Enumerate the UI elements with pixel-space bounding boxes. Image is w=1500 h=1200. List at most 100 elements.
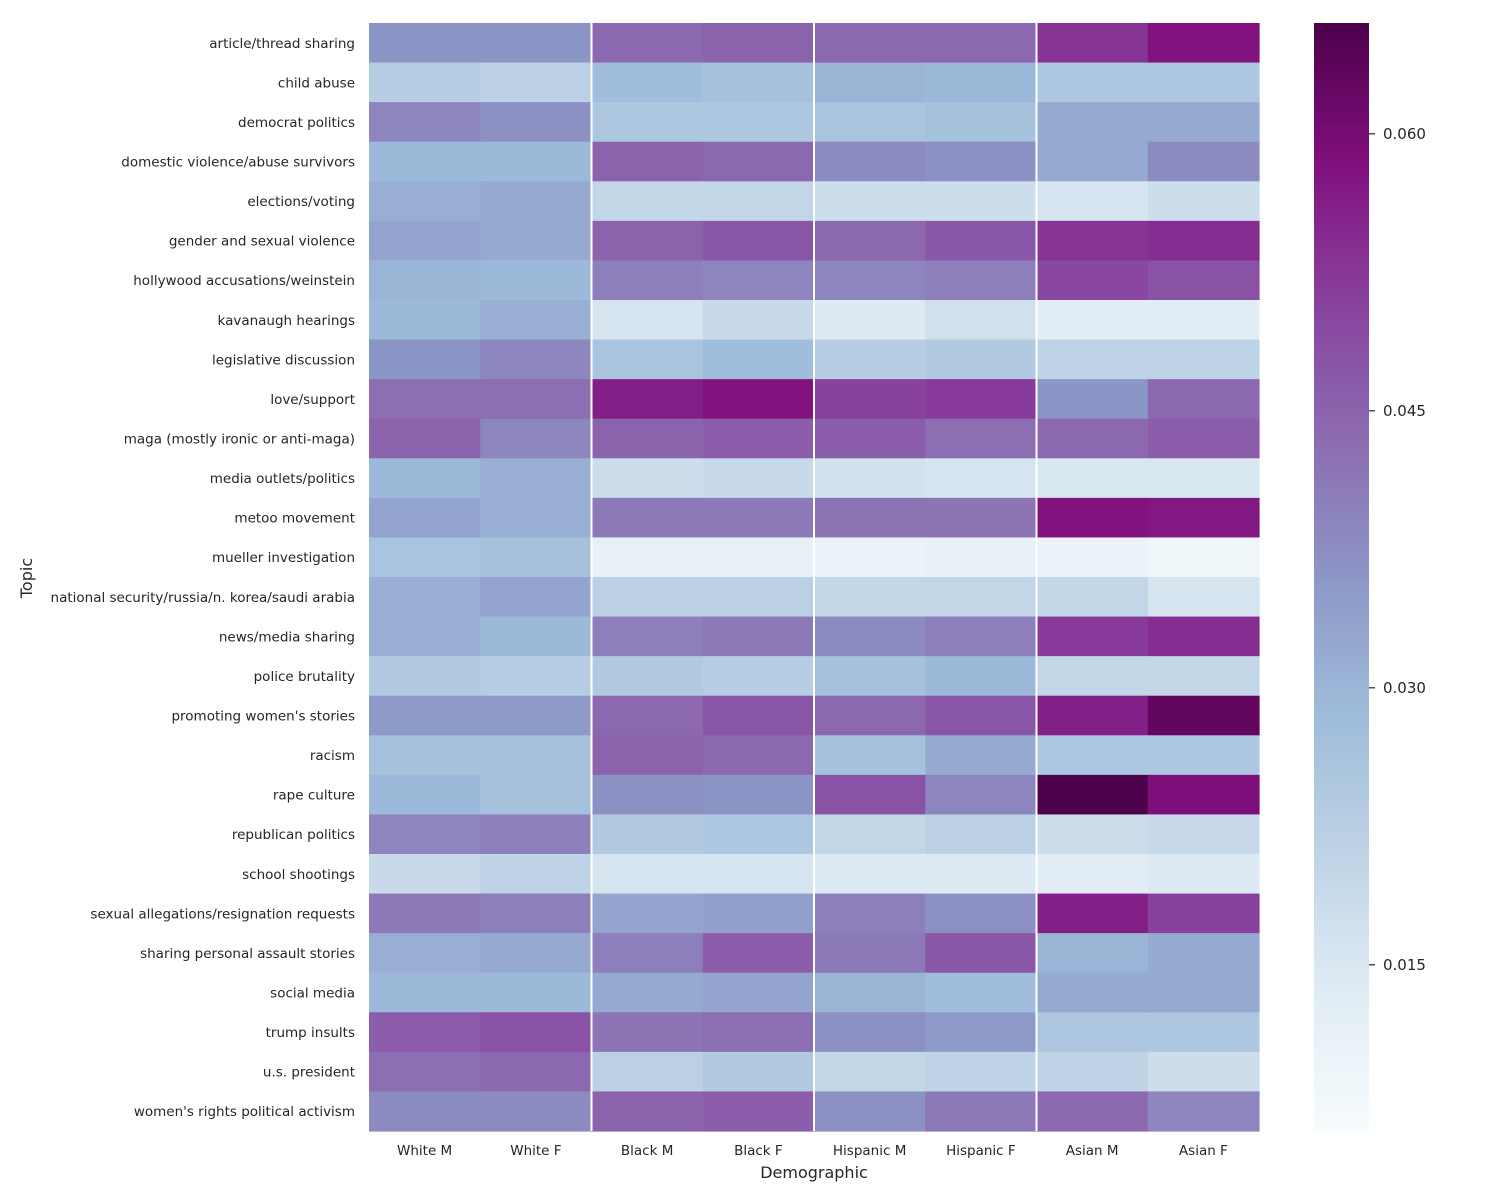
heatmap-cell <box>1036 1012 1149 1053</box>
heatmap-cell <box>480 62 593 103</box>
heatmap-cell <box>702 854 815 895</box>
y-axis-title: Topic <box>17 558 36 599</box>
heatmap-cell <box>591 141 704 182</box>
heatmap-cell <box>480 695 593 736</box>
row-label: news/media sharing <box>219 629 355 645</box>
heatmap-cell <box>702 656 815 697</box>
heatmap-cell <box>1036 972 1149 1013</box>
heatmap-cell <box>1147 1012 1260 1053</box>
heatmap-cell <box>925 141 1038 182</box>
heatmap-cell <box>925 23 1038 64</box>
heatmap-cell <box>925 379 1038 420</box>
heatmap-cell <box>591 854 704 895</box>
heatmap-cell <box>1147 300 1260 341</box>
heatmap-cell <box>1036 23 1149 64</box>
heatmap-cell <box>925 1051 1038 1093</box>
heatmap-cell <box>591 616 704 657</box>
heatmap-cell <box>1036 458 1149 499</box>
row-label: child abuse <box>278 75 355 91</box>
heatmap-cell <box>702 339 815 380</box>
heatmap-cell <box>925 300 1038 341</box>
heatmap-cell <box>1147 418 1260 459</box>
heatmap-cell <box>1147 774 1260 816</box>
row-label: legislative discussion <box>212 352 355 368</box>
heatmap-cell <box>591 1091 704 1132</box>
heatmap-cell <box>814 814 926 855</box>
heatmap-cell <box>702 497 815 539</box>
heatmap-cell <box>369 300 481 341</box>
row-label: media outlets/politics <box>210 471 355 487</box>
heatmap-cell <box>369 1012 481 1053</box>
heatmap-cell <box>702 379 815 420</box>
row-label: school shootings <box>242 867 355 883</box>
heatmap-cell <box>480 933 593 974</box>
heatmap-cell <box>1036 735 1149 776</box>
colorbar-ticks: 0.015 0.030 0.045 0.060 <box>1369 125 1426 974</box>
heatmap-cell <box>1147 893 1260 934</box>
heatmap-cell <box>702 893 815 934</box>
heatmap-cell <box>1147 735 1260 776</box>
heatmap-cell <box>591 339 704 380</box>
row-label: u.s. president <box>263 1065 355 1081</box>
heatmap-cell <box>1036 616 1149 657</box>
heatmap-cell <box>814 695 926 736</box>
colorbar <box>1314 23 1369 1131</box>
heatmap-cell <box>591 300 704 341</box>
heatmap-cell <box>814 1091 926 1132</box>
heatmap-cell <box>480 577 593 618</box>
heatmap-cell <box>591 577 704 618</box>
heatmap-cell <box>591 220 704 262</box>
heatmap-cell <box>1147 537 1260 578</box>
column-label: Asian F <box>1179 1143 1228 1159</box>
heatmap-cell <box>925 774 1038 816</box>
heatmap-cell <box>369 735 481 776</box>
column-label: Asian M <box>1066 1143 1119 1159</box>
heatmap-cell <box>480 458 593 499</box>
heatmap-cell <box>1036 814 1149 855</box>
heatmap-cell <box>702 1012 815 1053</box>
heatmap-cell <box>925 577 1038 618</box>
heatmap-cell <box>1147 972 1260 1013</box>
heatmap-cell <box>480 854 593 895</box>
heatmap-cell <box>369 577 481 618</box>
heatmap-cell <box>814 379 926 420</box>
heatmap-cell <box>702 1051 815 1093</box>
heatmap-cell <box>1147 933 1260 974</box>
heatmap-cell <box>925 933 1038 974</box>
heatmap-cell <box>814 893 926 934</box>
heatmap-cell <box>591 458 704 499</box>
heatmap-cell <box>369 23 481 64</box>
heatmap-cell <box>1036 656 1149 697</box>
heatmap-cell <box>591 102 704 143</box>
heatmap-cell <box>480 300 593 341</box>
colorbar-tick-label: 0.015 <box>1383 956 1426 974</box>
heatmap-cell <box>480 141 593 182</box>
x-axis-title: Demographic <box>760 1163 868 1182</box>
heatmap-cell <box>1036 220 1149 262</box>
heatmap-cell <box>480 1012 593 1053</box>
heatmap-cell <box>480 893 593 934</box>
heatmap-cell <box>1036 1051 1149 1093</box>
heatmap-cell <box>591 933 704 974</box>
row-label: promoting women's stories <box>171 709 355 725</box>
heatmap-cell <box>814 537 926 578</box>
row-label: domestic violence/abuse survivors <box>121 155 355 171</box>
heatmap-cell <box>702 1091 815 1132</box>
heatmap-cell <box>480 379 593 420</box>
heatmap-cell <box>480 1091 593 1132</box>
column-label: Black F <box>734 1143 783 1159</box>
heatmap-cell <box>925 814 1038 855</box>
column-label: White F <box>510 1143 561 1159</box>
heatmap-cell <box>1036 537 1149 578</box>
heatmap-cell <box>1147 141 1260 182</box>
heatmap-cell <box>480 102 593 143</box>
heatmap-cell <box>1147 220 1260 262</box>
heatmap-cell <box>591 1012 704 1053</box>
heatmap-cell <box>925 62 1038 103</box>
colorbar-tick-label: 0.045 <box>1383 402 1426 420</box>
heatmap-cell <box>702 537 815 578</box>
heatmap-cell <box>702 616 815 657</box>
heatmap-cell <box>814 577 926 618</box>
heatmap-cell <box>814 1051 926 1093</box>
heatmap-cell <box>480 23 593 64</box>
